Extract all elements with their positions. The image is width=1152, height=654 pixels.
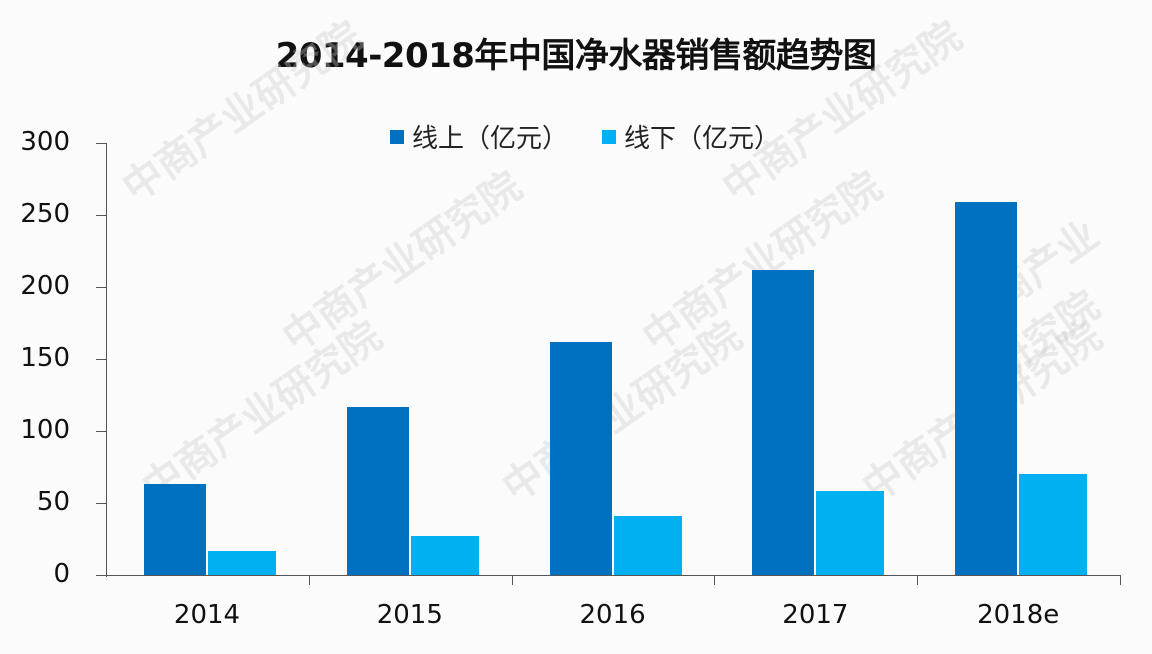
y-tick-mark xyxy=(96,287,106,288)
bar-online-2014 xyxy=(144,484,206,575)
x-axis xyxy=(106,575,1120,576)
y-tick-label: 250 xyxy=(20,199,70,229)
bar-offline-2017 xyxy=(816,491,885,575)
y-tick-label: 100 xyxy=(20,415,70,445)
y-tick-mark xyxy=(96,143,106,144)
legend-item-online: 线上（亿元） xyxy=(390,118,568,155)
x-tick-mark xyxy=(714,575,716,585)
legend-label-online: 线上（亿元） xyxy=(412,124,569,154)
y-tick-label: 50 xyxy=(36,487,70,517)
x-tick-label: 2017 xyxy=(782,600,849,630)
legend-swatch-online xyxy=(390,129,404,144)
y-tick-mark xyxy=(96,431,106,432)
legend-label-offline: 线下（亿元） xyxy=(624,124,781,154)
y-tick-label: 0 xyxy=(53,559,70,589)
x-tick-mark xyxy=(308,575,310,585)
chart-title: 2014-2018年中国净水器销售额趋势图 xyxy=(275,36,877,76)
bar-offline-2016 xyxy=(613,515,682,575)
bar-offline-2018e xyxy=(1019,474,1088,575)
bar-online-2016 xyxy=(549,341,612,575)
y-tick-mark xyxy=(96,215,106,216)
legend-swatch-offline xyxy=(602,129,617,144)
legend-item-offline: 线下（亿元） xyxy=(602,118,780,155)
bar-online-2015 xyxy=(346,406,409,575)
x-tick-label: 2014 xyxy=(173,600,241,630)
y-tick-label: 200 xyxy=(20,271,70,301)
y-tick-mark xyxy=(96,503,106,504)
x-tick-mark xyxy=(917,575,919,585)
x-tick-label: 2018e xyxy=(977,600,1060,630)
watermark-text: 中商产业研究院 xyxy=(494,313,751,512)
x-tick-mark xyxy=(511,575,513,585)
y-tick-label: 150 xyxy=(20,343,70,373)
bar-online-2017 xyxy=(752,269,815,575)
x-tick-mark xyxy=(1120,575,1121,585)
legend: 线上（亿元） 线下（亿元） xyxy=(390,118,814,155)
bar-online-2018e xyxy=(955,202,1018,575)
y-tick-mark xyxy=(96,359,106,360)
y-tick-mark xyxy=(96,575,106,576)
y-tick-label: 300 xyxy=(20,127,70,157)
y-axis xyxy=(106,143,107,577)
x-tick-label: 2016 xyxy=(579,600,646,630)
x-tick-label: 2015 xyxy=(376,600,443,630)
bar-offline-2015 xyxy=(410,536,479,575)
bar-offline-2014 xyxy=(208,550,276,575)
watermark-text: 中商产业研究院 xyxy=(274,163,531,362)
